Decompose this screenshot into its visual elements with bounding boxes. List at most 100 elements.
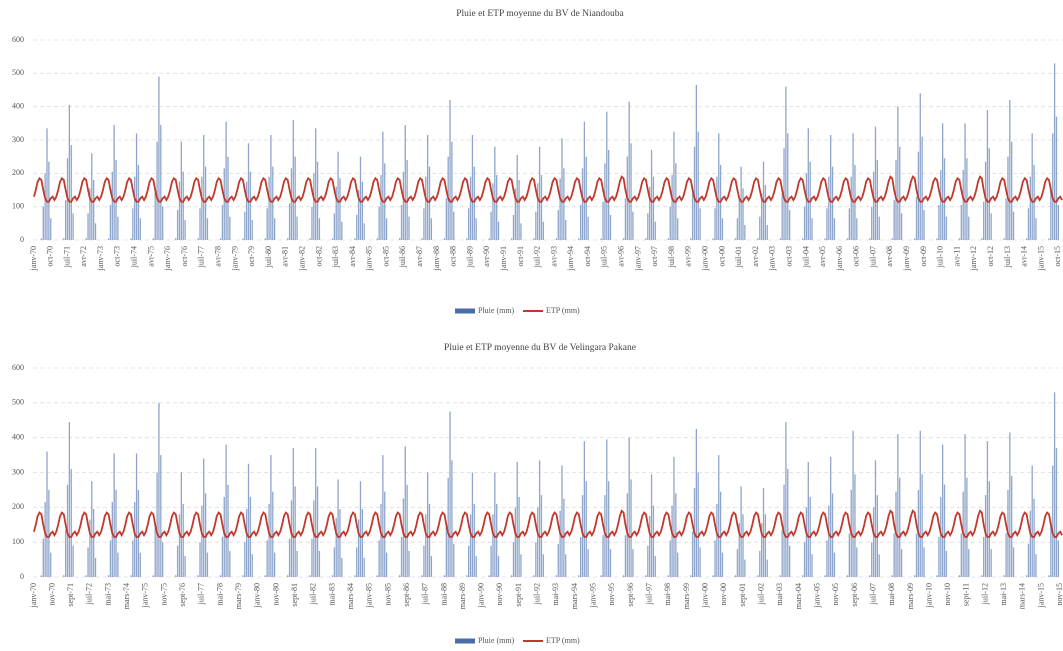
bar [199,208,201,240]
bar [742,188,744,240]
x-tick-label: oct-12 [986,246,995,266]
bar [695,428,697,577]
bar [622,575,625,577]
bar [693,146,696,240]
x-tick-label: oct-03 [784,246,793,266]
bar [943,484,946,577]
bar [65,529,67,577]
x-tick-label: janv-76 [163,246,172,271]
bar [1005,533,1007,577]
bar [404,446,406,577]
x-tick-label: janv-06 [835,246,844,271]
bar [1011,141,1013,240]
x-tick-label: juil-92 [533,583,542,605]
bar [296,216,298,240]
bar [385,218,388,240]
bar [945,216,948,240]
bar [402,498,405,577]
x-tick-label: janv-12 [969,246,978,271]
bar [738,196,740,240]
bar [609,215,612,240]
bar [990,213,992,240]
bar [453,211,455,240]
x-tick-label: oct-97 [650,246,659,266]
x-tick-label: oct-15 [1053,246,1062,266]
bar [915,533,918,577]
bar [117,552,119,577]
bar [430,556,433,577]
x-tick-label: avr-02 [751,246,760,267]
x-tick-label: oct-00 [717,246,726,266]
bar [757,575,759,577]
bar [919,93,921,240]
bar [318,218,321,240]
x-tick-label: juil-82 [309,583,318,605]
bar [718,455,720,577]
bar [158,76,160,241]
bar [199,542,201,577]
bar [941,444,944,577]
bar [757,238,759,240]
x-tick-label: mai-73 [103,583,112,606]
bar [333,213,336,240]
bar [788,210,791,240]
y-tick-label: 500 [12,68,24,77]
bar [359,156,362,240]
bar [1048,238,1050,240]
bar [785,86,787,241]
y-tick-label: 300 [12,467,24,476]
bar [113,125,115,240]
x-tick-label: nov-85 [383,583,392,606]
bar [132,540,134,577]
bar [1057,540,1059,577]
bar [496,503,498,577]
bar [712,575,714,577]
bar [1005,198,1007,240]
bar [316,486,319,577]
bar [180,141,182,240]
x-tick-label: janv-85 [365,246,374,271]
bar [443,575,446,577]
x-tick-label: janv-03 [768,246,777,271]
bar [915,196,918,240]
bar [1027,543,1030,577]
bar [714,208,716,240]
bar [891,575,893,577]
bar [650,150,653,240]
x-tick-label: nov-10 [943,583,952,606]
bar [109,540,112,577]
bar [759,216,761,240]
bar [609,549,612,577]
bar [292,120,294,240]
bar [227,156,229,240]
bar [490,545,492,577]
bar [451,141,453,240]
bar [538,460,541,577]
x-tick-label: juil-98 [667,246,676,268]
bar [673,131,675,240]
bar [1029,510,1031,577]
bar [580,205,582,240]
bar [824,575,826,577]
bar [251,554,253,577]
bar [1003,238,1005,240]
bar [50,218,52,240]
y-tick-label: 400 [12,101,24,110]
bar [288,538,291,577]
bar [1012,547,1015,577]
bar [900,213,903,240]
x-tick-label: mai-78 [215,583,224,606]
bar [744,225,746,240]
bar [201,505,203,577]
bar [1031,465,1033,577]
x-tick-label: janv-70 [29,246,38,271]
bar [587,549,589,577]
bar [697,131,699,240]
bar [376,575,378,577]
bar [490,211,492,240]
bar [869,238,871,240]
x-tick-label: juil-89 [465,246,474,268]
bar [878,554,880,577]
bar [578,238,580,240]
bar [443,238,446,240]
